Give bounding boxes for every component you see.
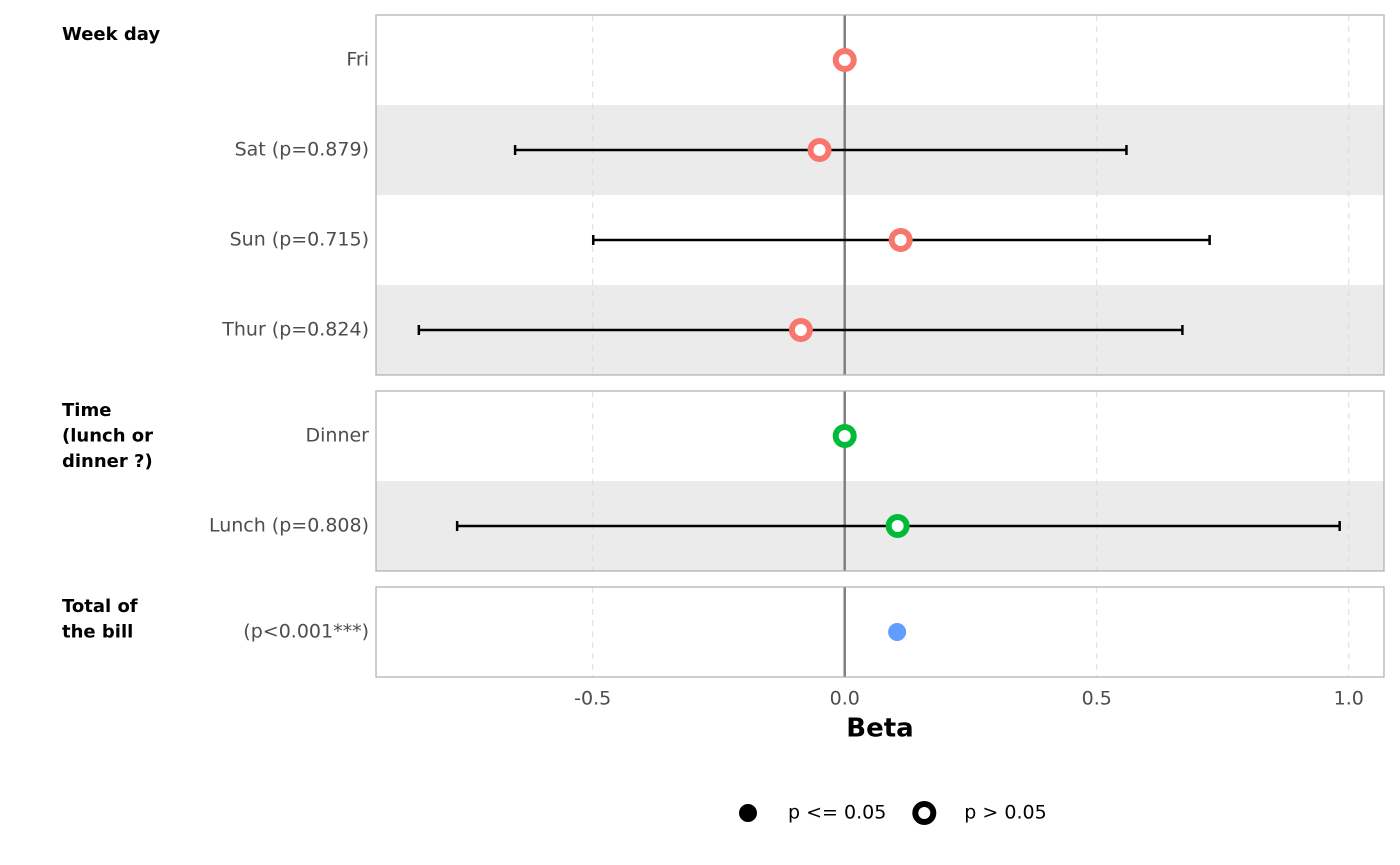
estimate-point [832, 48, 857, 72]
group-label: Week day [62, 24, 160, 45]
row-label: Lunch (p=0.808) [209, 515, 369, 537]
group-label: Time [62, 400, 111, 421]
legend-marker [739, 804, 757, 822]
estimate-point [807, 138, 832, 162]
group-label: (lunch or [62, 426, 153, 447]
x-tick-label: 0.0 [830, 688, 860, 710]
row-label: Fri [346, 49, 369, 71]
legend-label: p > 0.05 [964, 802, 1046, 824]
estimate-point [788, 318, 813, 342]
x-axis-title: Beta [846, 714, 913, 744]
x-tick-label: 0.5 [1082, 688, 1112, 710]
row-label: Thur (p=0.824) [221, 319, 369, 341]
group-label: dinner ?) [62, 451, 153, 472]
panel-border [375, 390, 1385, 572]
row-label: (p<0.001***) [243, 621, 369, 643]
row-label: Sat (p=0.879) [235, 139, 369, 161]
estimate-point [888, 623, 907, 641]
legend-marker [912, 801, 937, 825]
estimate-point [885, 514, 910, 538]
x-tick-label: -0.5 [574, 688, 611, 710]
group-label: Total of [62, 596, 138, 617]
group-label: the bill [62, 622, 133, 643]
row-label: Sun (p=0.715) [230, 229, 369, 251]
estimate-point [832, 424, 857, 448]
legend-label: p <= 0.05 [788, 802, 886, 824]
row-label: Dinner [306, 425, 370, 447]
panel-border [375, 586, 1385, 678]
estimate-point [888, 228, 913, 252]
panel-border [375, 14, 1385, 376]
x-tick-label: 1.0 [1334, 688, 1364, 710]
